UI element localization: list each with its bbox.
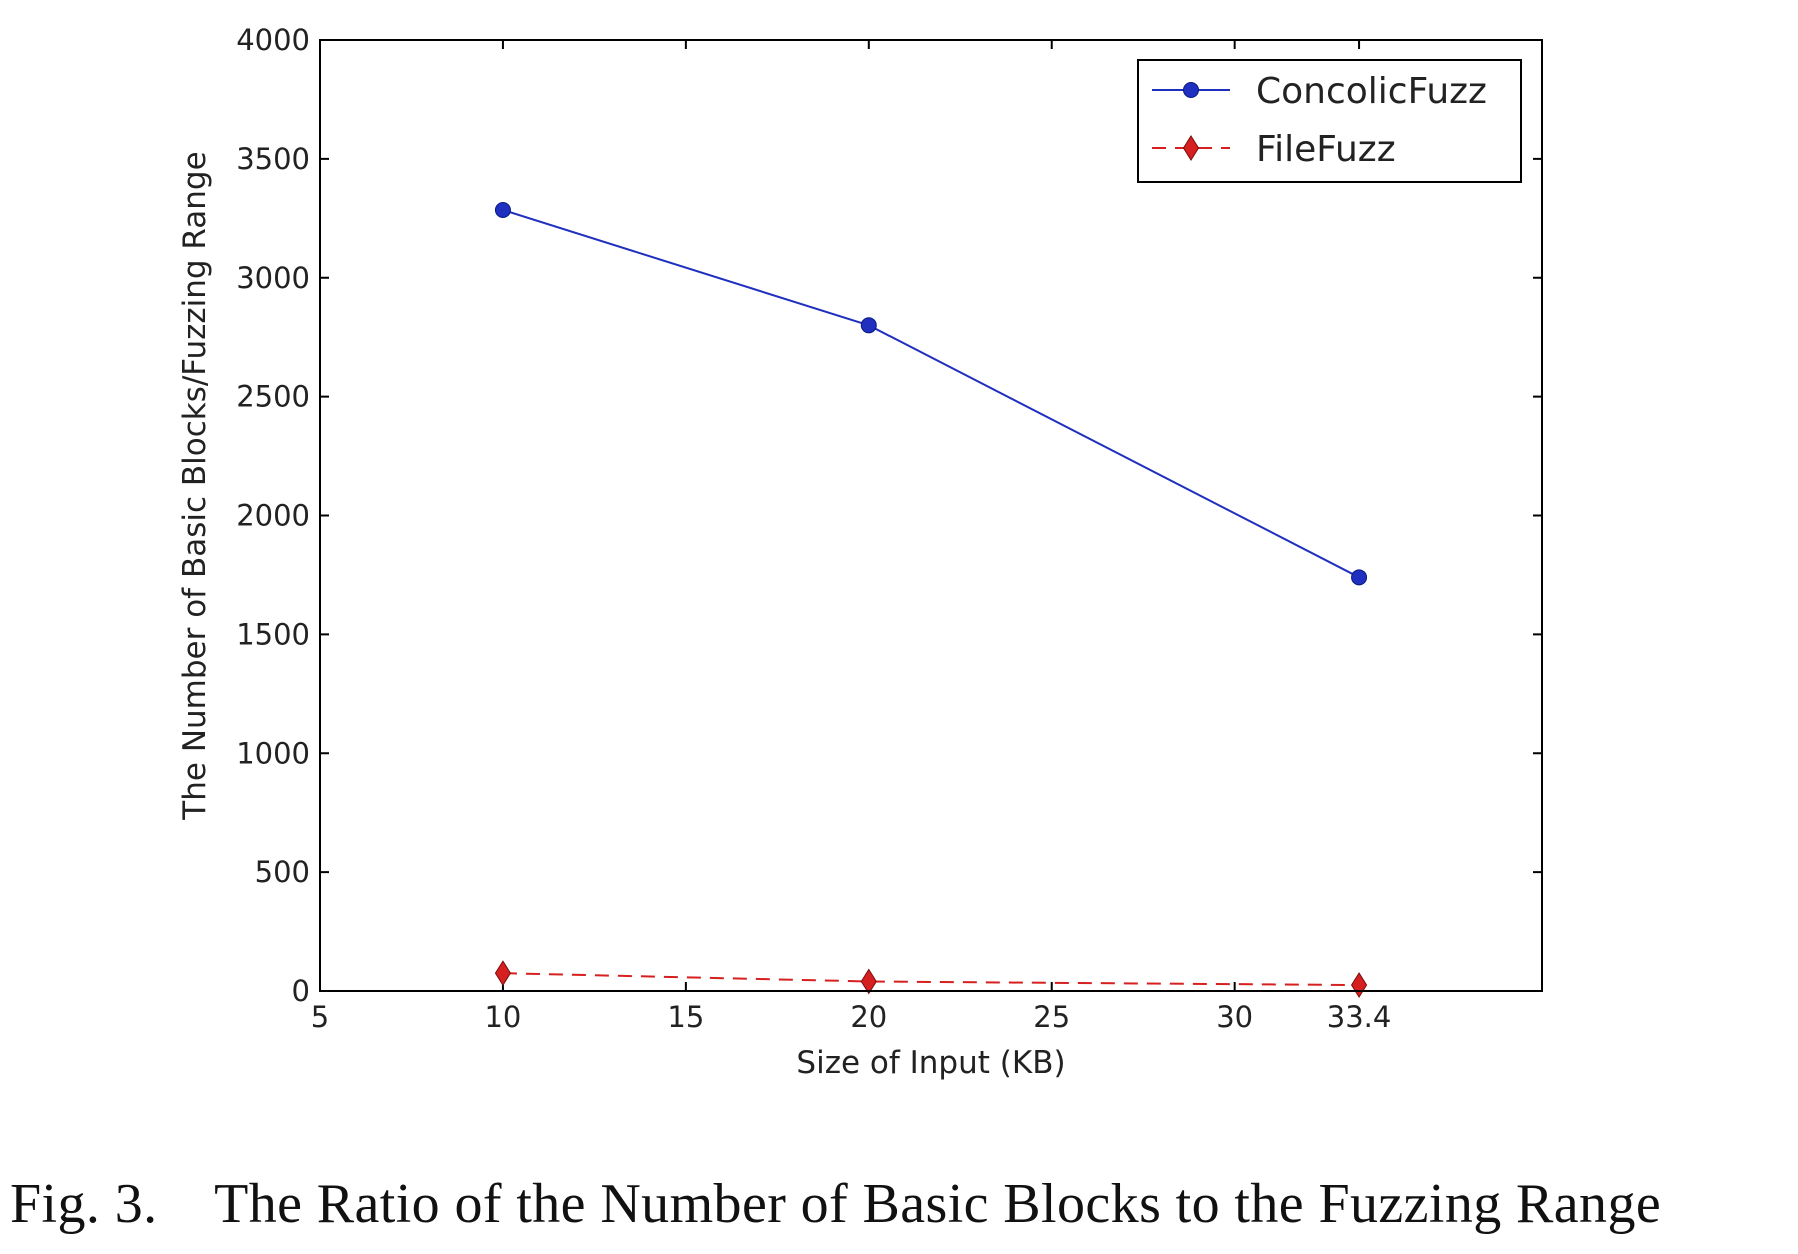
series-1 [494, 201, 1368, 586]
data-point [860, 317, 877, 334]
data-point [494, 960, 512, 987]
data-point [860, 968, 877, 995]
series-layer [494, 201, 1368, 998]
legend-marker [1182, 135, 1200, 161]
data-point [494, 201, 511, 218]
y-tick-label: 2000 [236, 499, 310, 533]
x-tick-label: 10 [484, 1000, 521, 1034]
data-point [1350, 972, 1368, 998]
x-axis-title: Size of Input (KB) [796, 1045, 1065, 1081]
x-tick-label: 5 [311, 1000, 329, 1034]
x-tick-label: 30 [1216, 1000, 1253, 1034]
y-tick-label: 500 [255, 855, 310, 889]
y-tick-label: 3500 [236, 142, 310, 176]
y-tick-label: 0 [292, 974, 310, 1008]
y-tick-label: 2500 [236, 380, 310, 414]
legend-entry: FileFuzz [1152, 129, 1396, 170]
y-axis-title: The Number of Basic Blocks/Fuzzing Range [177, 151, 213, 820]
legend-label: FileFuzz [1256, 129, 1396, 170]
x-tick-label: 33.4 [1327, 1000, 1392, 1034]
tick-labels: 0 500 1000 1500 2000 2500 3000 3500 4000 5 10 15 20 2… [236, 23, 1391, 1034]
plot-frame [319, 39, 1543, 992]
series-line [502, 972, 1360, 987]
figure-caption: Fig. 3. The Ratio of the Number of Basic… [10, 1173, 1662, 1235]
legend-label: ConcolicFuzz [1256, 71, 1487, 112]
y-tick-label: 1000 [236, 736, 310, 770]
y-tick-label: 1500 [236, 617, 310, 651]
legend-marker [1183, 82, 1199, 98]
legend-box [1137, 59, 1522, 183]
legend-entry: ConcolicFuzz [1152, 71, 1487, 112]
x-tick-label: 20 [850, 1000, 887, 1034]
series-line [502, 209, 1360, 579]
x-tick-label: 15 [667, 1000, 704, 1034]
legend: ConcolicFuzz FileFuzz [1137, 59, 1522, 183]
y-tick-label: 4000 [236, 23, 310, 57]
data-point [1351, 569, 1368, 586]
y-tick-label: 3000 [236, 261, 310, 295]
x-tick-label: 25 [1033, 1000, 1070, 1034]
